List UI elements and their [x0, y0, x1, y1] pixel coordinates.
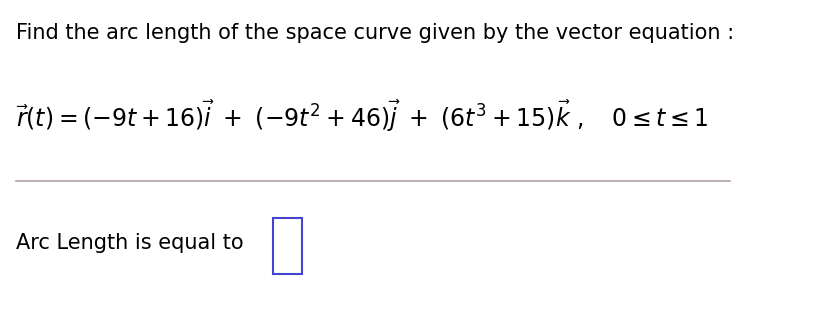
- FancyBboxPatch shape: [273, 218, 302, 274]
- Text: Find the arc length of the space curve given by the vector equation :: Find the arc length of the space curve g…: [17, 23, 735, 43]
- Text: $\vec{r}(t) = \left(-9t+16\right)\vec{i}\ +\ \left(-9t^2+46\right)\vec{j}\ +\ \l: $\vec{r}(t) = \left(-9t+16\right)\vec{i}…: [17, 98, 709, 134]
- Text: Arc Length is equal to: Arc Length is equal to: [17, 232, 244, 253]
